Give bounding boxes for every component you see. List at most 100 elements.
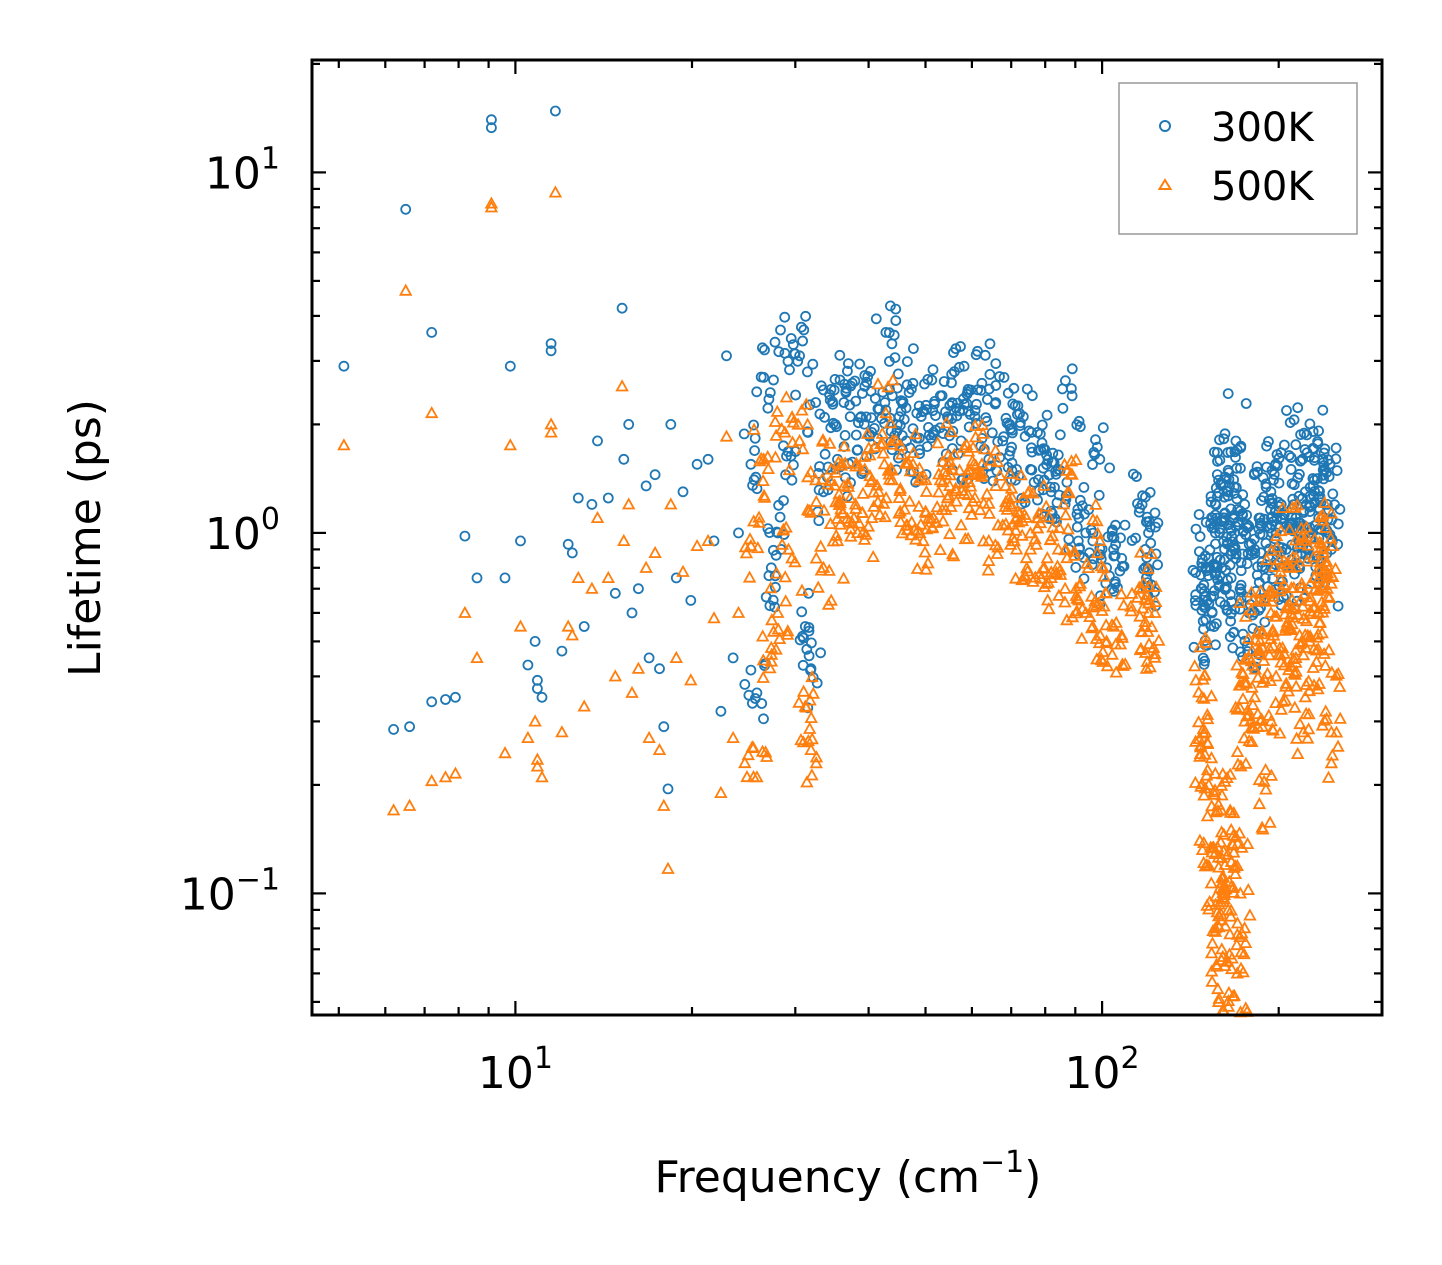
series-1-point-403 <box>1010 504 1025 517</box>
series-1-point-828 <box>1262 648 1277 661</box>
series-1-point-377 <box>976 534 991 547</box>
series-0-point-447 <box>1042 454 1054 465</box>
series-1-point-45 <box>676 564 690 577</box>
series-1-point-180 <box>829 528 843 541</box>
series-1-point-186 <box>834 458 849 471</box>
series-1-point-31 <box>608 669 623 682</box>
series-1-point-779 <box>1226 828 1241 841</box>
series-0-point-910 <box>1273 522 1285 534</box>
series-0-point-502 <box>1071 508 1083 520</box>
series-1-point-765 <box>1238 935 1253 948</box>
series-1-point-349 <box>962 500 976 514</box>
series-1-point-1062 <box>1325 748 1340 761</box>
series-1-point-160 <box>814 563 829 576</box>
series-0-point-101 <box>779 311 791 323</box>
series-1-point-179 <box>833 517 848 530</box>
series-1-point-580 <box>1136 575 1151 588</box>
series-1-point-1056 <box>1321 770 1336 783</box>
series-1-point-383 <box>988 443 1003 456</box>
series-1-point-783 <box>1242 733 1256 746</box>
series-1-point-26 <box>571 570 586 583</box>
series-1-point-453 <box>1042 601 1056 615</box>
series-1-point-217 <box>865 510 879 523</box>
series-0-point-6 <box>440 694 451 705</box>
series-0-point-669 <box>1219 428 1231 440</box>
series-0-point-482 <box>1057 383 1068 395</box>
series-1-point-57 <box>751 541 765 554</box>
series-1-point-838 <box>1255 641 1270 654</box>
series-1-point-607 <box>1200 707 1215 720</box>
series-0-point-369 <box>969 405 981 416</box>
series-1-point-268 <box>893 514 908 527</box>
series-1-point-269 <box>893 483 907 497</box>
series-0-point-33 <box>618 453 630 465</box>
series-0-point-694 <box>1214 454 1226 466</box>
series-1-point-757 <box>1236 965 1250 978</box>
series-0-point-184 <box>842 365 853 377</box>
series-1-point-581 <box>1152 633 1166 646</box>
series-0-point-118 <box>794 350 805 362</box>
series-1-point-994 <box>1303 594 1317 607</box>
series-0-point-29 <box>592 435 603 447</box>
series-1-point-340 <box>948 481 963 494</box>
series-0-point-132 <box>803 625 815 637</box>
series-1-point-884 <box>1273 726 1287 739</box>
series-1-point-432 <box>1015 514 1030 527</box>
series-1-point-761 <box>1226 989 1240 1002</box>
series-1-point-1063 <box>1329 668 1344 681</box>
series-0-point-197 <box>841 382 852 394</box>
series-0-point-171 <box>834 349 846 361</box>
series-0-point-14 <box>515 535 526 547</box>
series-1-point-95 <box>772 631 787 644</box>
series-0-point-584 <box>1152 559 1163 571</box>
series-1-point-381 <box>980 487 994 500</box>
series-1-point-52 <box>726 730 740 743</box>
series-0-point-714 <box>1215 477 1227 489</box>
series-0-point-801 <box>1235 565 1247 577</box>
series-1-point-590 <box>1198 630 1213 643</box>
series-1-point-469 <box>1058 581 1072 594</box>
series-1-point-230 <box>878 509 892 523</box>
series-0-point-420 <box>1026 390 1038 402</box>
series-1-point-173 <box>836 571 851 584</box>
series-0-point-641 <box>1197 553 1208 565</box>
series-1-point-351 <box>961 487 975 501</box>
series-1-point-402 <box>993 468 1007 481</box>
series-1-point-288 <box>919 562 933 575</box>
series-1-point-1052 <box>1333 711 1347 724</box>
series-1-point-450 <box>1034 571 1048 584</box>
series-1-point-4 <box>424 406 439 419</box>
series-1-point-568 <box>1139 661 1154 674</box>
series-1-point-108 <box>774 421 789 435</box>
series-1-point-612 <box>1188 734 1203 747</box>
series-1-point-48 <box>701 533 715 546</box>
series-0-point-330 <box>938 376 950 387</box>
series-0-point-238 <box>890 315 902 327</box>
series-1-point-378 <box>982 496 996 509</box>
series-1-point-1045 <box>1321 589 1335 602</box>
series-1-point-19 <box>535 770 549 783</box>
series-0-point-198 <box>850 395 862 407</box>
series-1-point-634 <box>1195 842 1210 855</box>
series-1-point-129 <box>796 684 811 697</box>
series-1-point-90 <box>756 653 771 666</box>
series-1-point-14 <box>513 619 528 632</box>
series-0-point-787 <box>1232 504 1244 515</box>
series-1-point-216 <box>852 459 866 472</box>
series-0-point-409 <box>1006 441 1017 453</box>
series-1-point-701 <box>1212 897 1226 910</box>
series-0-point-249 <box>889 352 901 364</box>
series-1-point-930 <box>1290 498 1305 511</box>
series-1-point-292 <box>910 523 925 536</box>
series-1-point-232 <box>876 446 891 459</box>
series-1-point-772 <box>1226 880 1241 893</box>
series-1-point-955 <box>1291 607 1305 620</box>
series-0-point-548 <box>1108 550 1120 562</box>
series-0-point-380 <box>986 427 998 439</box>
series-0-point-440 <box>1026 464 1038 476</box>
legend-label-500k: 500K <box>1211 164 1315 210</box>
series-1-point-380 <box>984 453 998 466</box>
series-1-point-54 <box>738 755 752 769</box>
series-0-point-468 <box>1054 429 1066 441</box>
series-0-point-237 <box>885 300 896 312</box>
